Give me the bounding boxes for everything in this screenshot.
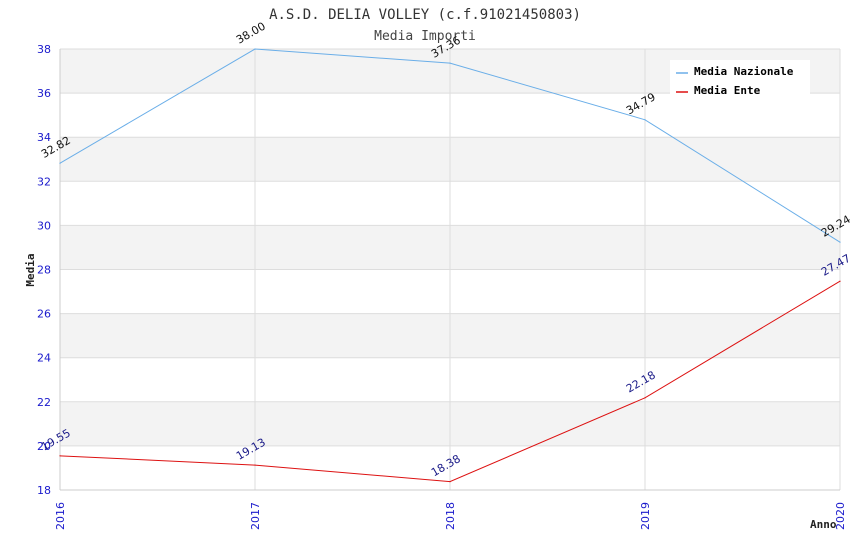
y-tick-label: 18 <box>37 484 51 497</box>
y-axis-label: Media <box>24 253 37 286</box>
x-tick-label: 2018 <box>444 502 457 530</box>
x-axis-ticks: 2016 2017 2018 2019 2020 <box>54 502 847 530</box>
data-label: 38.00 <box>234 20 268 47</box>
data-point <box>839 241 841 243</box>
x-tick-label: 2020 <box>834 502 847 530</box>
data-point <box>644 397 646 399</box>
series-group <box>59 48 841 483</box>
y-tick-label: 30 <box>37 219 51 232</box>
y-tick-label: 32 <box>37 175 51 188</box>
grid-lines <box>59 48 841 491</box>
data-point <box>59 162 61 164</box>
data-point <box>839 280 841 282</box>
x-tick-label: 2016 <box>54 502 67 530</box>
legend-box <box>670 60 810 98</box>
y-tick-label: 22 <box>37 396 51 409</box>
x-tick-label: 2017 <box>249 502 262 530</box>
legend: Media Nazionale Media Ente <box>670 60 810 98</box>
x-axis-label: Anno <box>810 518 837 531</box>
chart-title: A.S.D. DELIA VOLLEY (c.f.91021450803) <box>269 7 581 23</box>
y-tick-label: 24 <box>37 352 51 365</box>
y-tick-label: 28 <box>37 264 51 277</box>
data-point <box>254 464 256 466</box>
y-tick-label: 26 <box>37 308 51 321</box>
data-point <box>254 48 256 50</box>
data-point <box>644 119 646 121</box>
x-tick-label: 2019 <box>639 502 652 530</box>
y-tick-label: 20 <box>37 440 51 453</box>
legend-label-nazionale: Media Nazionale <box>694 65 794 78</box>
data-point <box>449 62 451 64</box>
chart-subtitle: Media Importi <box>374 29 476 44</box>
legend-label-ente: Media Ente <box>694 84 761 97</box>
y-tick-label: 38 <box>37 43 51 56</box>
data-point <box>449 481 451 483</box>
y-tick-label: 36 <box>37 87 51 100</box>
y-axis-ticks: 18 20 22 24 26 28 30 32 34 36 38 <box>37 43 51 497</box>
y-tick-label: 34 <box>37 131 51 144</box>
data-point <box>59 455 61 457</box>
